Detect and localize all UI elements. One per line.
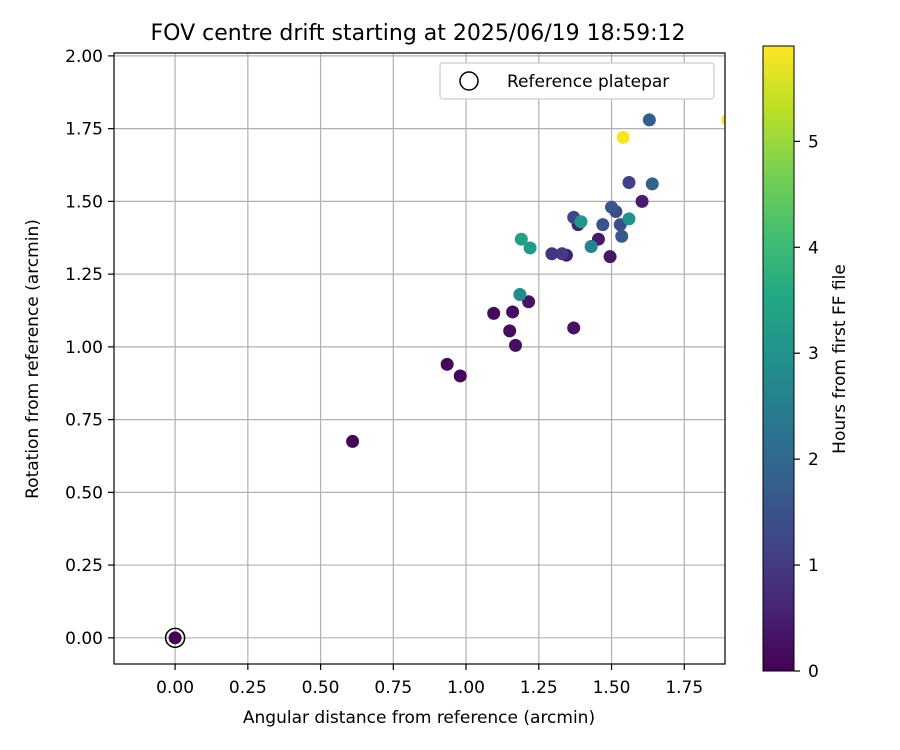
data-point xyxy=(645,177,659,191)
x-axis-label: Angular distance from reference (arcmin) xyxy=(243,708,595,728)
x-tick-label: 0.00 xyxy=(156,678,194,698)
data-point xyxy=(584,239,598,253)
data-point xyxy=(522,295,536,309)
y-axis-label: Rotation from reference (arcmin) xyxy=(23,219,43,499)
y-tick-label: 0.75 xyxy=(65,411,103,431)
colorbar xyxy=(762,45,795,672)
data-point xyxy=(168,631,182,645)
data-point xyxy=(509,338,523,352)
y-tick-label: 1.25 xyxy=(65,265,103,285)
data-point xyxy=(453,369,467,383)
x-axis-ticks: 0.00 0.25 0.50 0.75 1.00 1.25 1.50 1.75 xyxy=(156,664,703,698)
x-tick-label: 0.50 xyxy=(302,678,340,698)
data-point xyxy=(514,232,528,246)
x-tick-label: 0.25 xyxy=(229,678,267,698)
reference-marker-layer xyxy=(164,627,186,649)
colorbar-tick-label: 4 xyxy=(808,238,819,258)
y-tick-label: 2.00 xyxy=(65,47,103,67)
colorbar-ticks: 0 1 2 3 4 5 xyxy=(794,132,819,682)
data-point xyxy=(574,215,588,229)
x-tick-label: 0.75 xyxy=(374,678,412,698)
data-point xyxy=(622,175,636,189)
colorbar-tick-label: 2 xyxy=(808,450,819,470)
colorbar-label: Hours from first FF file xyxy=(830,264,850,454)
colorbar-tick-label: 3 xyxy=(808,344,819,364)
plot-frame xyxy=(113,52,726,665)
chart-title: FOV centre drift starting at 2025/06/19 … xyxy=(151,21,686,46)
data-point xyxy=(503,324,517,338)
data-point xyxy=(721,114,725,126)
legend-box xyxy=(439,62,715,100)
x-tick-label: 1.25 xyxy=(520,678,558,698)
data-point xyxy=(622,212,636,226)
data-point xyxy=(615,229,629,243)
y-tick-label: 0.50 xyxy=(65,483,103,503)
data-point xyxy=(567,321,581,335)
reference-platepar-marker xyxy=(164,627,186,649)
y-tick-label: 0.25 xyxy=(65,556,103,576)
y-tick-label: 1.75 xyxy=(65,120,103,140)
colorbar-tick-label: 5 xyxy=(808,132,819,152)
x-tick-label: 1.00 xyxy=(447,678,485,698)
legend-entry-label: Reference platepar xyxy=(507,72,669,92)
y-tick-label: 1.50 xyxy=(65,192,103,212)
data-point xyxy=(616,130,630,144)
x-tick-label: 1.50 xyxy=(593,678,631,698)
x-tick-label: 1.75 xyxy=(665,678,703,698)
y-tick-label: 1.00 xyxy=(65,338,103,358)
data-point xyxy=(605,200,619,214)
data-point xyxy=(487,306,501,320)
data-point xyxy=(346,434,360,448)
data-point xyxy=(555,247,569,261)
data-point xyxy=(545,247,559,261)
legend: Reference platepar xyxy=(439,62,715,100)
legend-marker xyxy=(459,71,479,91)
y-axis-ticks: 0.00 0.25 0.50 0.75 1.00 1.25 1.50 1.75 2.00 xyxy=(65,47,114,649)
data-point xyxy=(523,241,537,255)
data-point xyxy=(506,305,520,319)
data-point xyxy=(642,113,656,127)
data-point xyxy=(513,287,527,301)
colorbar-tick-label: 1 xyxy=(808,556,819,576)
y-tick-label: 0.00 xyxy=(65,629,103,649)
colorbar-tick-label: 0 xyxy=(808,662,819,682)
grid-lines xyxy=(114,53,725,664)
data-point xyxy=(440,357,454,371)
data-point xyxy=(596,218,610,232)
data-points xyxy=(168,113,725,645)
data-point xyxy=(603,250,617,264)
data-point xyxy=(635,194,649,208)
